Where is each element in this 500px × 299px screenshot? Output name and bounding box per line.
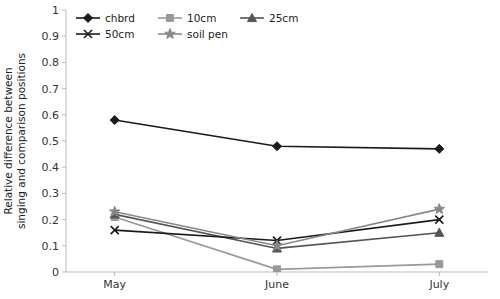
legend-label: soil pen bbox=[187, 28, 228, 40]
y-tick bbox=[62, 272, 66, 273]
x-tick-label: July bbox=[428, 278, 449, 291]
chart-container: 0 0.1 0.2 0.3 0.4 0.5 0.6 0.7 0.8 0.9 1 May June July… bbox=[0, 0, 500, 299]
y-tick-label: 0 bbox=[52, 266, 59, 279]
y-tick-label: 1 bbox=[52, 4, 59, 17]
point-marker bbox=[273, 142, 282, 151]
x-tick bbox=[114, 272, 115, 276]
y-tick bbox=[62, 141, 66, 142]
y-tick-label: 0.3 bbox=[42, 187, 60, 200]
point-marker bbox=[435, 216, 443, 224]
legend-item: 50cm bbox=[76, 28, 134, 40]
y-tick-label: 0.5 bbox=[42, 135, 60, 148]
legend-label: 50cm bbox=[105, 28, 134, 40]
y-tick bbox=[62, 62, 66, 63]
plot-area bbox=[109, 116, 444, 272]
axes: 0 0.1 0.2 0.3 0.4 0.5 0.6 0.7 0.8 0.9 1 May June July bbox=[42, 4, 489, 291]
y-tick-label: 0.9 bbox=[42, 30, 60, 43]
y-tick bbox=[62, 88, 66, 89]
series bbox=[109, 204, 444, 251]
y-tick bbox=[62, 36, 66, 37]
chart: 0 0.1 0.2 0.3 0.4 0.5 0.6 0.7 0.8 0.9 1 May June July… bbox=[0, 0, 500, 299]
point-marker bbox=[436, 261, 443, 268]
legend-item: 25cm bbox=[240, 12, 298, 24]
x-tick-label: May bbox=[103, 278, 126, 291]
y-tick-label: 0.2 bbox=[42, 214, 60, 227]
point-marker bbox=[272, 240, 282, 250]
y-axis-label-line: Relative difference between bbox=[2, 67, 14, 214]
y-tick bbox=[62, 114, 66, 115]
legend-marker bbox=[167, 15, 174, 22]
legend-item: chbrd bbox=[76, 12, 135, 24]
point-marker bbox=[274, 266, 281, 272]
x-tick-label: June bbox=[264, 278, 289, 291]
y-tick-label: 0.1 bbox=[42, 240, 60, 253]
point-marker bbox=[434, 204, 444, 214]
legend-marker bbox=[248, 14, 257, 22]
y-tick bbox=[62, 219, 66, 220]
legend-marker bbox=[84, 30, 92, 38]
y-axis-label-line: singing and comparison positions bbox=[15, 53, 27, 229]
legend-label: chbrd bbox=[105, 12, 135, 24]
y-axis-label: Relative difference betweensinging and c… bbox=[2, 53, 27, 229]
legend-item: soil pen bbox=[158, 28, 228, 40]
y-tick bbox=[62, 167, 66, 168]
legend-label: 10cm bbox=[187, 12, 216, 24]
series bbox=[110, 116, 444, 154]
x-tick bbox=[277, 272, 278, 276]
y-tick bbox=[62, 193, 66, 194]
y-tick-label: 0.6 bbox=[42, 109, 60, 122]
point-marker bbox=[435, 228, 444, 236]
legend-item: 10cm bbox=[158, 12, 216, 24]
y-tick-label: 0.7 bbox=[42, 83, 60, 96]
point-marker bbox=[110, 116, 119, 125]
legend-marker bbox=[165, 29, 175, 39]
legend-label: 25cm bbox=[269, 12, 298, 24]
series bbox=[110, 210, 444, 252]
point-marker bbox=[109, 206, 119, 216]
y-tick bbox=[62, 10, 66, 11]
legend: chbrd 10cm 25cm 50cm soil pen bbox=[76, 12, 298, 40]
y-tick-label: 0.4 bbox=[42, 161, 60, 174]
point-marker bbox=[435, 144, 444, 153]
point-marker bbox=[111, 226, 119, 234]
y-tick-label: 0.8 bbox=[42, 56, 60, 69]
legend-marker bbox=[84, 14, 93, 23]
y-tick bbox=[62, 245, 66, 246]
x-tick bbox=[439, 272, 440, 276]
